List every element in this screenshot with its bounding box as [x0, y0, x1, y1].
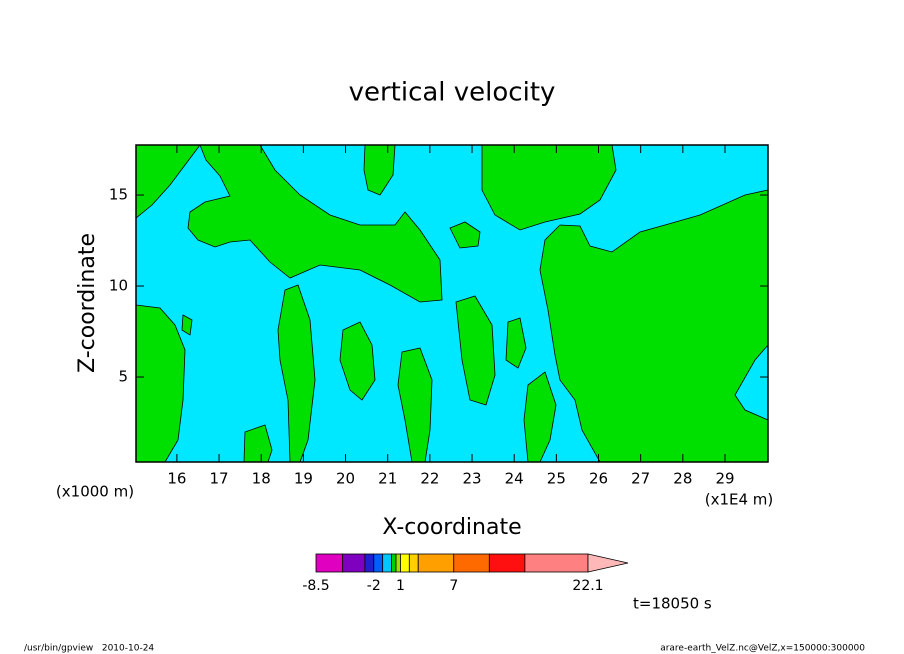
colorbar-segment — [524, 553, 589, 573]
x-tick-label: 27 — [631, 470, 650, 488]
footer-right: arare-earth_VelZ.nc@VelZ,x=150000:300000 — [660, 644, 865, 654]
colorbar-segment — [391, 553, 397, 573]
colorbar-segment — [417, 553, 455, 573]
positive-regions — [135, 144, 769, 463]
time-label: t=18050 s — [633, 595, 712, 613]
y-tick-label: 10 — [109, 277, 128, 295]
colorbar-segment — [408, 553, 419, 573]
chart-title: vertical velocity — [349, 78, 556, 108]
colorbar-tick-label: 7 — [449, 578, 458, 594]
x-unit: (x1E4 m) — [705, 491, 774, 509]
x-tick-label: 26 — [589, 470, 608, 488]
colorbar-segment — [364, 553, 375, 573]
colorbar-segment — [373, 553, 384, 573]
x-axis-label: X-coordinate — [382, 515, 521, 540]
x-tick-label: 22 — [420, 470, 439, 488]
y-tick-label: 5 — [118, 368, 128, 386]
y-unit: (x1000 m) — [56, 483, 134, 501]
x-tick-label: 28 — [673, 470, 692, 488]
x-tick-label: 29 — [715, 470, 734, 488]
colorbar-segment — [488, 553, 526, 573]
y-axis-label: Z-coordinate — [75, 233, 100, 373]
colorbar-tick-label: 22.1 — [572, 578, 603, 594]
x-tick-label: 19 — [294, 470, 313, 488]
colorbar-segment — [400, 553, 410, 573]
colorbar-segment — [342, 553, 366, 573]
x-tick-label: 20 — [336, 470, 355, 488]
plot-frame — [135, 144, 769, 463]
x-tick-label: 24 — [505, 470, 524, 488]
colorbar-segment — [453, 553, 490, 573]
colorbar-tick-label: -2 — [367, 578, 381, 594]
colorbar-extension — [587, 553, 629, 573]
colorbar-segment — [395, 553, 401, 573]
colorbar-segment — [315, 553, 344, 573]
colorbar-tick-label: 1 — [396, 578, 405, 594]
x-tick-label: 17 — [210, 470, 229, 488]
x-tick-label: 16 — [167, 470, 186, 488]
colorbar-segment — [382, 553, 392, 573]
x-tick-label: 23 — [462, 470, 481, 488]
x-tick-label: 21 — [378, 470, 397, 488]
y-tick-label: 15 — [109, 186, 128, 204]
x-tick-label: 25 — [547, 470, 566, 488]
colorbar-tick-label: -8.5 — [302, 578, 329, 594]
x-tick-label: 18 — [252, 470, 271, 488]
footer-left: /usr/bin/gpview 2010-10-24 — [24, 644, 154, 654]
